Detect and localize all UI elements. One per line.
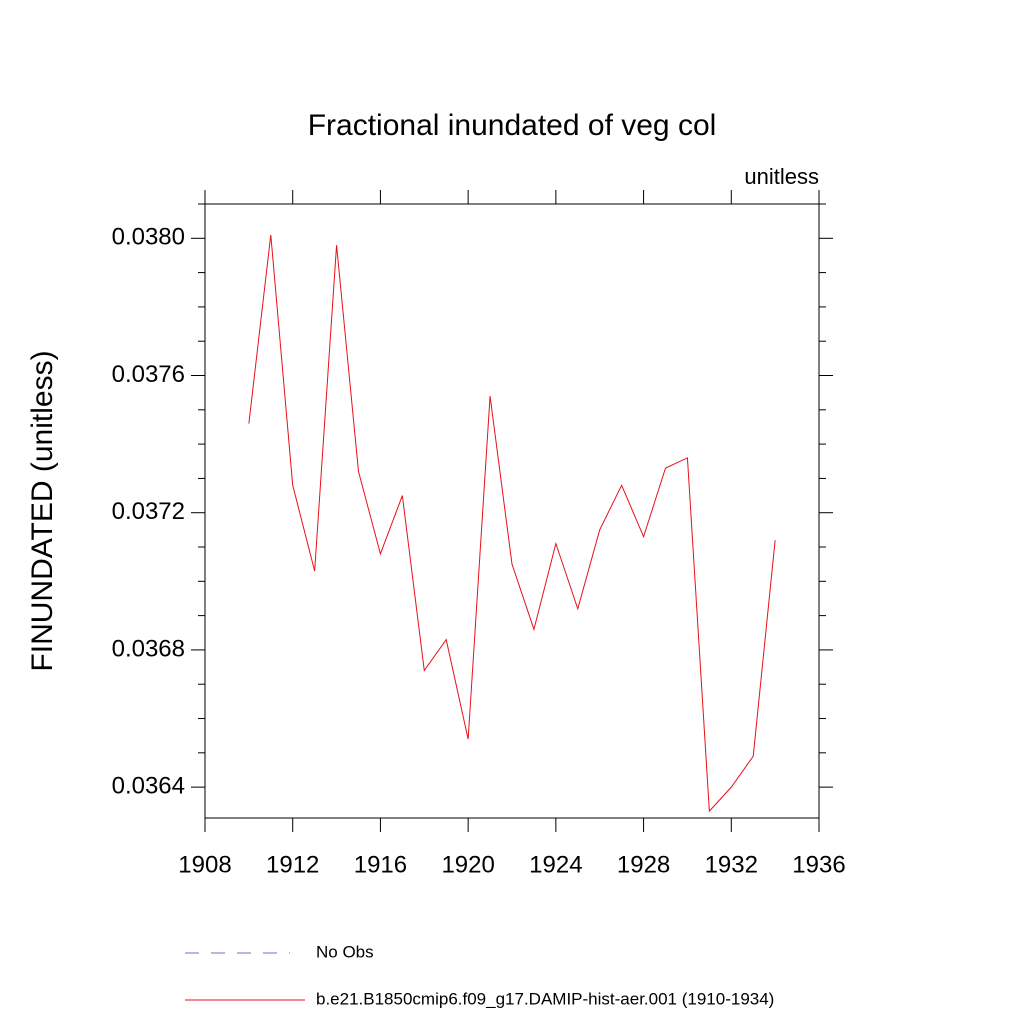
x-tick-label: 1916	[354, 851, 407, 878]
x-tick-label: 1912	[266, 851, 319, 878]
legend-label: b.e21.B1850cmip6.f09_g17.DAMIP-hist-aer.…	[316, 989, 774, 1008]
y-tick-label: 0.0364	[112, 772, 185, 799]
x-tick-label: 1924	[529, 851, 582, 878]
x-tick-label: 1932	[705, 851, 758, 878]
x-tick-label: 1908	[178, 851, 231, 878]
y-tick-label: 0.0380	[112, 224, 185, 251]
x-tick-label: 1920	[441, 851, 494, 878]
x-tick-label: 1936	[792, 851, 845, 878]
y-axis-label: FINUNDATED (unitless)	[26, 350, 59, 671]
x-tick-label: 1928	[617, 851, 670, 878]
y-tick-label: 0.0376	[112, 361, 185, 388]
y-tick-label: 0.0368	[112, 635, 185, 662]
y-tick-label: 0.0372	[112, 498, 185, 525]
data-line	[248, 234, 776, 813]
plot-frame	[204, 203, 820, 819]
units-label: unitless	[744, 164, 819, 189]
legend-label: No Obs	[316, 942, 374, 961]
chart-title: Fractional inundated of veg col	[308, 109, 717, 142]
